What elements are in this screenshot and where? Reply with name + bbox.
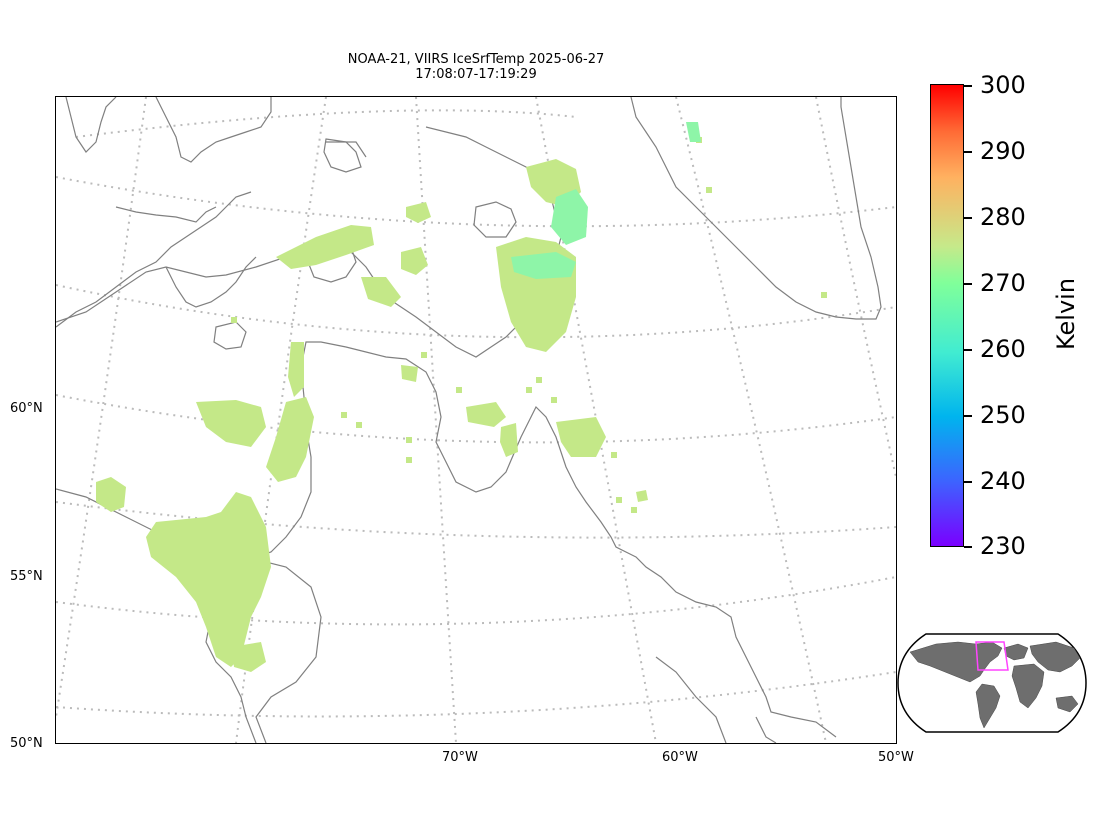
colorbar-label-290: 290 — [980, 137, 1026, 165]
map-title-line1: NOAA-21, VIIRS IceSrfTemp 2025-06-27 — [347, 52, 605, 67]
global-locator-map — [896, 632, 1088, 734]
locator-svg — [897, 633, 1087, 733]
colorbar-tick — [964, 415, 972, 417]
colorbar-tick — [964, 85, 972, 87]
colorbar-tick — [964, 481, 972, 483]
lat-label-50: 50°N — [10, 736, 43, 751]
colorbar-label-230: 230 — [980, 532, 1026, 560]
lon-label-70w: 70°W — [442, 750, 478, 765]
lon-label-50w: 50°W — [878, 750, 914, 765]
map-svg — [56, 97, 896, 743]
lon-label-60w: 60°W — [662, 750, 698, 765]
colorbar-tick — [964, 217, 972, 219]
colorbar-label-300: 300 — [980, 71, 1026, 99]
colorbar-label-260: 260 — [980, 335, 1026, 363]
colorbar — [930, 84, 964, 547]
continents — [909, 641, 1081, 729]
map-title: NOAA-21, VIIRS IceSrfTemp 2025-06-27 17:… — [56, 52, 896, 82]
map-panel — [56, 97, 896, 743]
colorbar-tick — [964, 151, 972, 153]
region-highlight-box — [975, 641, 1009, 671]
colorbar-unit-label: Kelvin — [1052, 277, 1080, 351]
colorbar-label-270: 270 — [980, 269, 1026, 297]
lat-label-55: 55°N — [10, 569, 43, 584]
data-field — [96, 122, 827, 672]
colorbar-label-240: 240 — [980, 467, 1026, 495]
lat-label-60: 60°N — [10, 401, 43, 416]
colorbar-label-280: 280 — [980, 203, 1026, 231]
colorbar-tick — [964, 546, 972, 548]
colorbar-tick — [964, 283, 972, 285]
map-title-line2: 17:08:07-17:19:29 — [415, 67, 537, 82]
colorbar-tick — [964, 349, 972, 351]
colorbar-label-250: 250 — [980, 401, 1026, 429]
